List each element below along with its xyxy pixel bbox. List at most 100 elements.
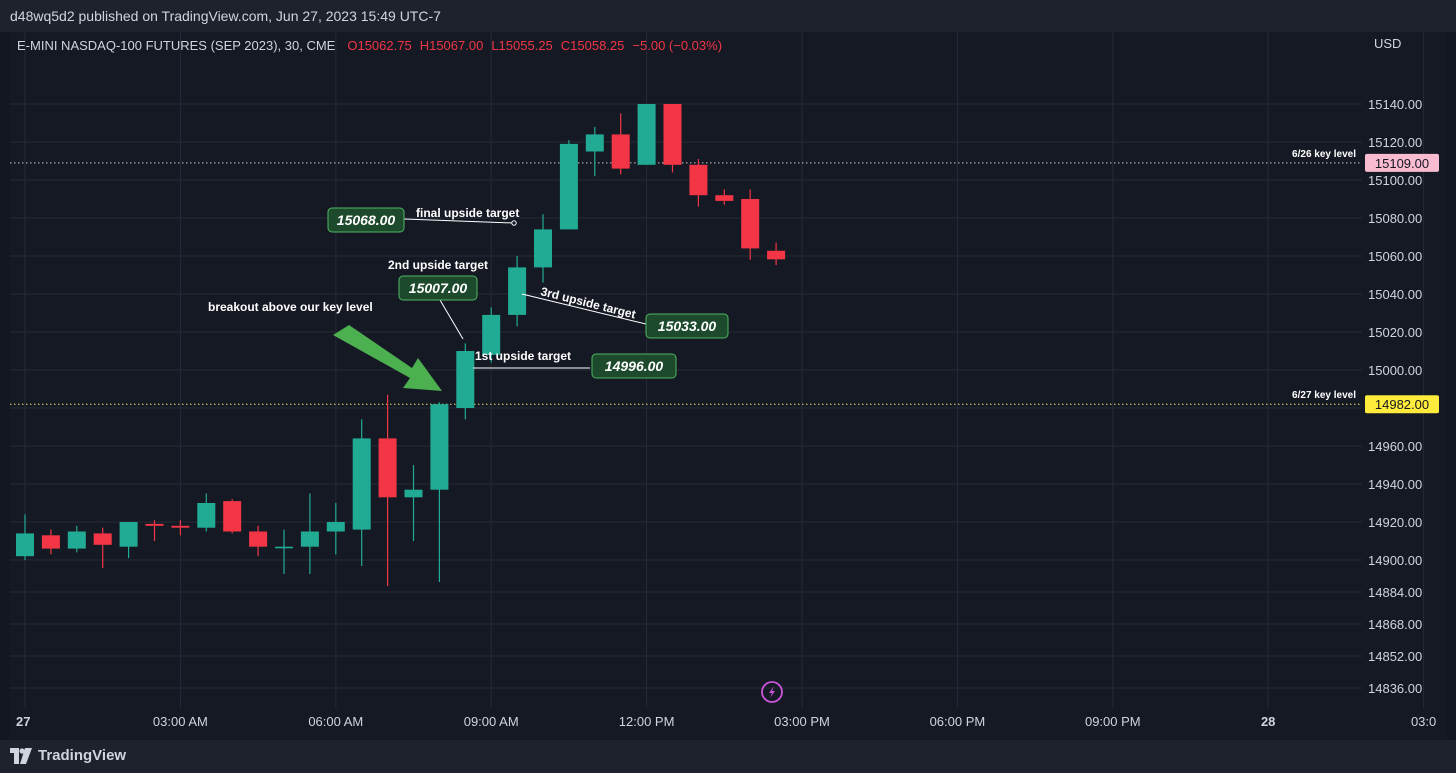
candle: [300, 493, 319, 574]
target-value-box: [591, 353, 677, 379]
y-tick-label: 15140.00: [1368, 97, 1422, 112]
candle: [119, 522, 138, 559]
currency-label: USD: [1374, 36, 1401, 51]
x-tick-label: 12:00 PM: [619, 714, 675, 729]
y-tick-label: 14836.00: [1368, 681, 1422, 696]
annotation-label: 1st upside target: [475, 349, 571, 363]
publish-line: d48wq5d2 published on TradingView.com, J…: [10, 8, 441, 24]
key-level-price-tag: [1365, 395, 1439, 414]
publish-bar: d48wq5d2 published on TradingView.com, J…: [0, 0, 1456, 32]
y-tick-label: 15060.00: [1368, 249, 1422, 264]
candle: [611, 113, 630, 175]
y-tick-label: 14920.00: [1368, 515, 1422, 530]
candle: [16, 514, 34, 560]
y-tick-label: 15020.00: [1368, 325, 1422, 340]
candle: [93, 527, 112, 568]
candles: [16, 104, 786, 586]
candle: [767, 242, 786, 266]
grid: [10, 32, 1425, 708]
candle: [534, 214, 552, 283]
y-tick-label: 14884.00: [1368, 585, 1422, 600]
x-tick-label: 03:00 PM: [774, 714, 830, 729]
ohlc-open: O15062.75: [347, 38, 411, 53]
x-tick-label: 27: [16, 714, 30, 729]
candle: [378, 394, 397, 586]
y-tick-label: 15120.00: [1368, 135, 1422, 150]
x-tick-label: 09:00 AM: [464, 714, 519, 729]
axes: 15140.00 15120.00 15100.00 15080.00 15060.00…: [16, 97, 1436, 729]
candle: [145, 520, 164, 541]
x-tick-label: 09:00 PM: [1085, 714, 1141, 729]
candle: [430, 402, 449, 582]
key-level-price-tag: [1365, 153, 1439, 172]
annotation-line: [403, 218, 515, 224]
y-tick-label: 15040.00: [1368, 287, 1422, 302]
target-value-box: [645, 313, 729, 339]
candle: [41, 529, 60, 555]
chart-title: E-MINI NASDAQ-100 FUTURES (SEP 2023), 30…: [17, 38, 336, 53]
ohlc-high: H15067.00: [420, 38, 484, 53]
candle: [637, 104, 656, 165]
annotation-label: 2nd upside target: [388, 258, 488, 272]
candle: [508, 256, 527, 327]
y-tick-label: 15000.00: [1368, 363, 1422, 378]
annotations: 15068.00 final upside target 2nd upside ta…: [208, 206, 729, 391]
candle: [223, 499, 242, 534]
candle: [197, 493, 216, 532]
candle: [326, 503, 345, 555]
key-level-label: 6/27 key level: [1292, 390, 1356, 401]
candlestick-chart[interactable]: 15140.00 15120.00 15100.00 15080.00 15060.00…: [10, 32, 1446, 740]
x-tick-label: 28: [1261, 714, 1275, 729]
candle: [352, 419, 371, 566]
annotation-line: [521, 293, 647, 325]
y-tick-label: 14900.00: [1368, 553, 1422, 568]
candle: [482, 307, 501, 363]
footer-brand: TradingView: [38, 747, 127, 764]
candle: [663, 104, 682, 173]
chart-header: E-MINI NASDAQ-100 FUTURES (SEP 2023), 30…: [17, 38, 722, 53]
target-value: 15068.00: [337, 212, 396, 228]
y-tick-label: 14960.00: [1368, 439, 1422, 454]
key-level-label: 6/26 key level: [1292, 149, 1356, 160]
annotation-label: final upside target: [416, 206, 519, 220]
candle: [404, 465, 423, 541]
target-value-box: [327, 207, 405, 233]
candle: [559, 140, 578, 230]
y-tick-label: 14852.00: [1368, 649, 1422, 664]
target-value: 14996.00: [605, 358, 664, 374]
target-value: 15033.00: [658, 318, 717, 334]
x-tick-label: 06:00 AM: [308, 714, 363, 729]
footer: TradingView: [0, 740, 1456, 773]
candle: [275, 529, 293, 574]
candle: [456, 343, 475, 420]
candle: [715, 189, 734, 205]
key-level-price: 14982.00: [1375, 397, 1429, 412]
annotation-label: breakout above our key level: [208, 300, 373, 314]
y-tick-label: 15080.00: [1368, 211, 1422, 226]
candle: [741, 189, 760, 260]
candle: [585, 126, 604, 177]
annotation-line: [439, 299, 464, 340]
key-level-price: 15109.00: [1375, 156, 1429, 171]
key-levels: 6/26 key level 15109.00 6/27 key level 1498…: [10, 149, 1439, 414]
candle: [171, 520, 190, 536]
target-value-box: [398, 275, 478, 301]
tradingview-logo-icon: [10, 748, 32, 764]
candle: [689, 159, 708, 207]
y-tick-label: 14868.00: [1368, 617, 1422, 632]
breakout-arrow-icon: [333, 325, 442, 391]
y-tick-label: 14940.00: [1368, 477, 1422, 492]
candle: [67, 525, 86, 553]
ohlc-low: L15055.25: [491, 38, 552, 53]
x-tick-label: 06:00 PM: [930, 714, 986, 729]
x-tick-label: 03:0: [1411, 714, 1436, 729]
candle: [249, 525, 268, 557]
x-tick-label: 03:00 AM: [153, 714, 208, 729]
annotation-label: 3rd upside target: [539, 284, 637, 321]
lightning-icon[interactable]: [761, 681, 783, 703]
y-tick-label: 15100.00: [1368, 173, 1422, 188]
chart-area[interactable]: 15140.00 15120.00 15100.00 15080.00 15060.00…: [10, 32, 1446, 740]
target-value: 15007.00: [409, 280, 468, 296]
ohlc-close: C15058.25: [561, 38, 625, 53]
ohlc-change: −5.00 (−0.03%): [632, 38, 722, 53]
